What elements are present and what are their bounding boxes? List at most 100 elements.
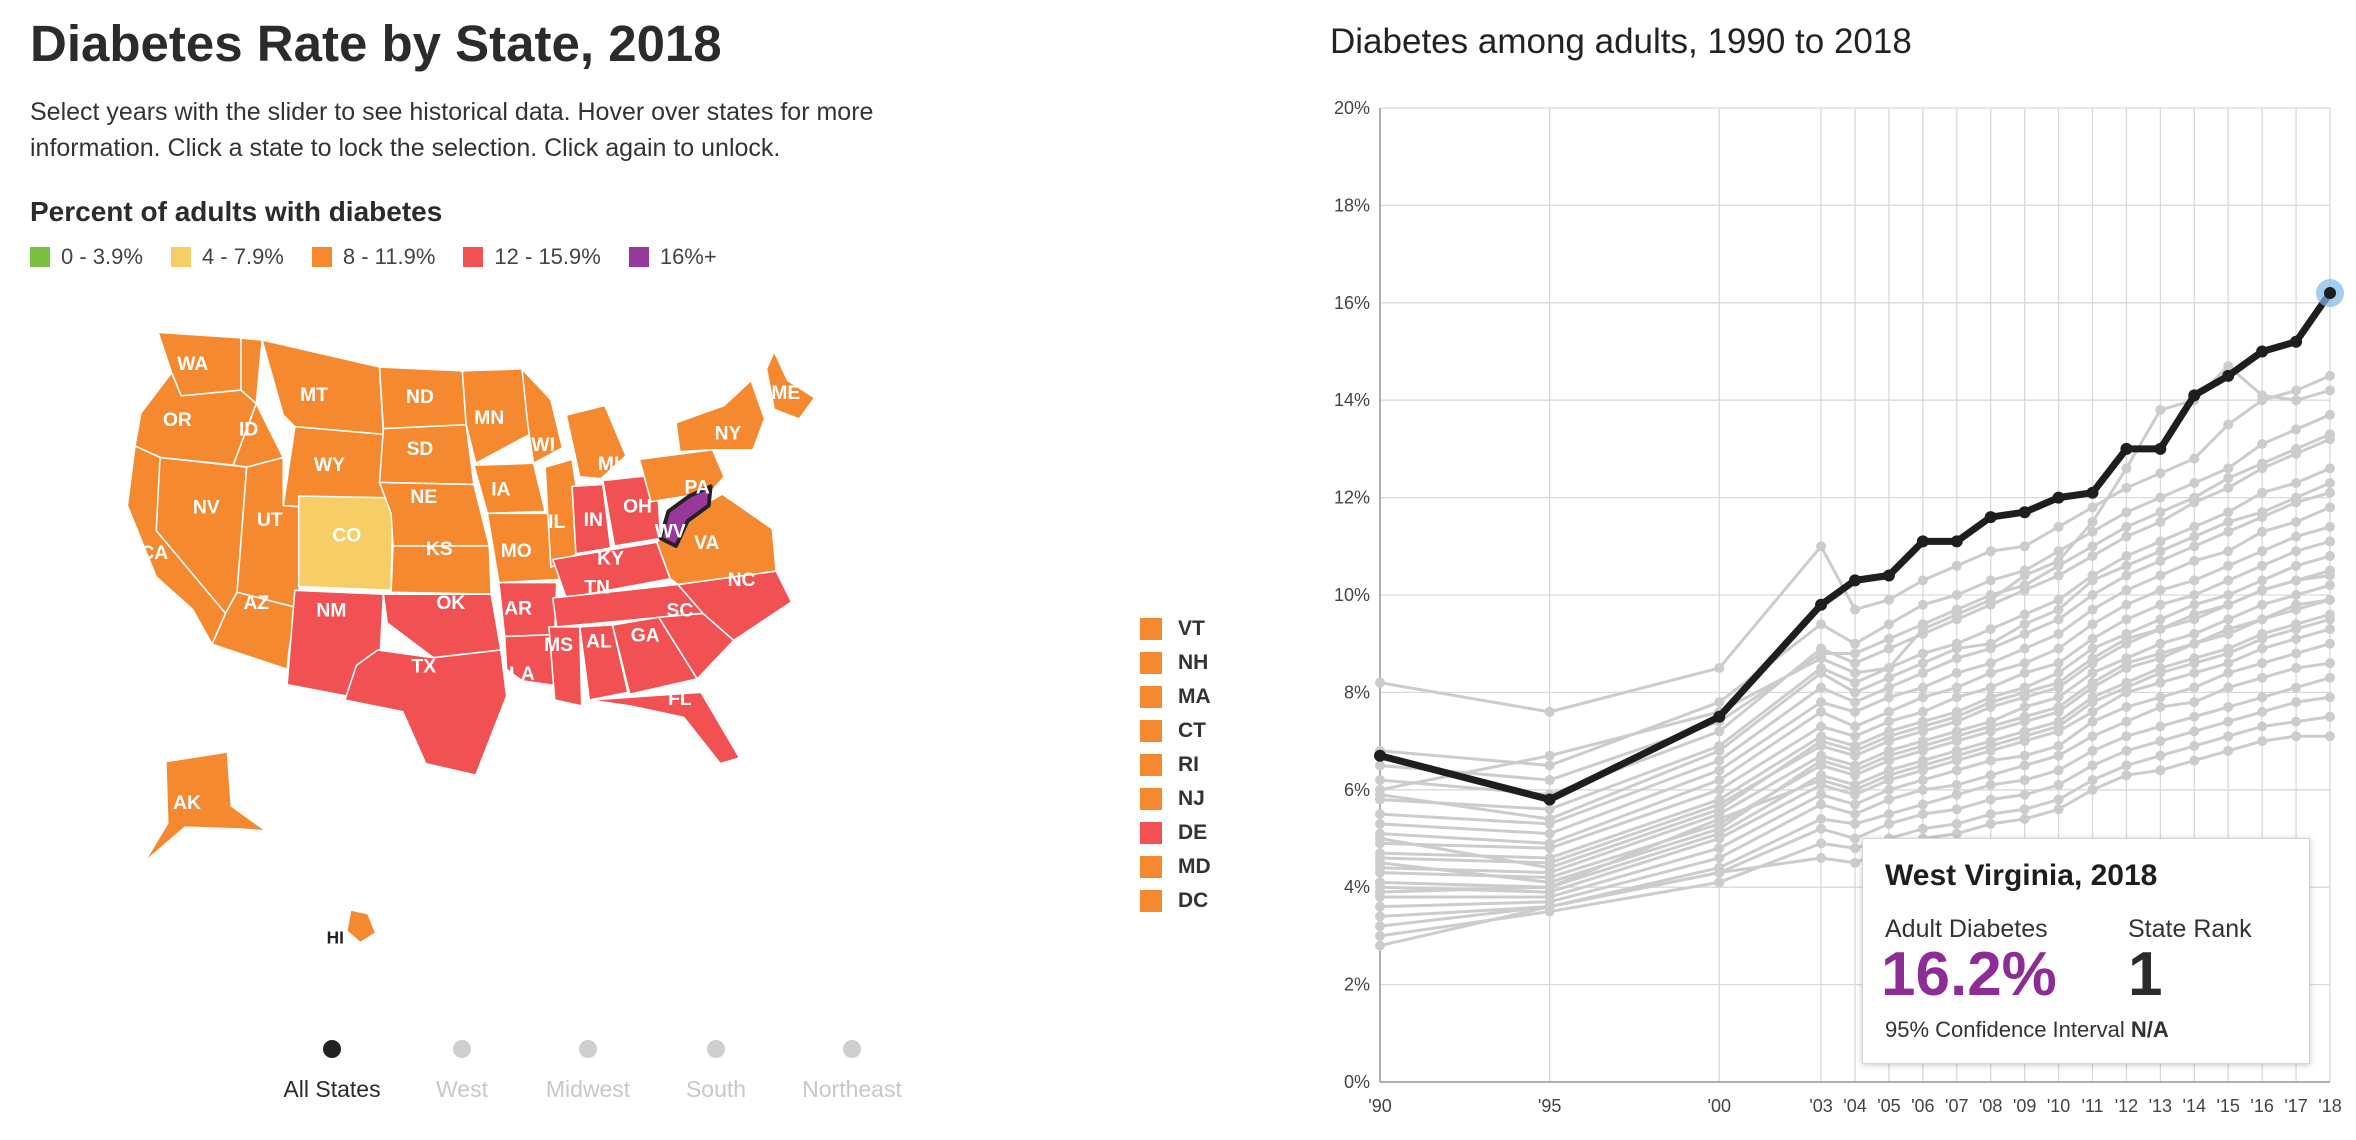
state-series-point bbox=[1883, 682, 1894, 693]
state-series-point bbox=[1375, 789, 1385, 800]
small-state-ma[interactable]: MA bbox=[1140, 680, 1211, 714]
state-series-point bbox=[1883, 818, 1894, 829]
region-label: All States bbox=[283, 1076, 381, 1102]
region-option-all-states[interactable]: All States bbox=[272, 1040, 392, 1103]
state-series-point bbox=[2155, 468, 2166, 479]
state-label-ar: AR bbox=[504, 599, 532, 620]
state-series-point bbox=[2019, 814, 2030, 825]
region-option-west[interactable]: West bbox=[402, 1040, 522, 1103]
state-fl[interactable] bbox=[588, 691, 741, 765]
state-series-point bbox=[2155, 702, 2166, 713]
small-state-dc[interactable]: DC bbox=[1140, 884, 1211, 918]
state-series-point bbox=[2291, 546, 2302, 557]
state-series-point bbox=[1714, 726, 1725, 737]
state-tooltip: West Virginia, 2018 Adult Diabetes 16.2%… bbox=[1862, 838, 2310, 1064]
state-series-point bbox=[2257, 526, 2268, 537]
state-series-point bbox=[2325, 711, 2335, 722]
small-state-nj[interactable]: NJ bbox=[1140, 782, 1211, 816]
state-series-point bbox=[1951, 560, 1962, 571]
selected-point[interactable] bbox=[2324, 287, 2336, 300]
region-option-northeast[interactable]: Northeast bbox=[792, 1040, 912, 1103]
state-series-point bbox=[1714, 867, 1725, 878]
state-series-point bbox=[2087, 716, 2098, 727]
state-label-ky: KY bbox=[597, 549, 624, 570]
west-virginia-point bbox=[1713, 710, 1726, 723]
state-series-point bbox=[2325, 672, 2335, 683]
state-series-point bbox=[2325, 502, 2335, 513]
small-state-vt[interactable]: VT bbox=[1140, 612, 1211, 646]
state-series-point bbox=[1985, 794, 1996, 805]
state-series-point bbox=[1714, 697, 1725, 708]
state-series-point bbox=[1816, 682, 1827, 693]
state-label-ny: NY bbox=[715, 423, 742, 444]
state-series-point bbox=[1375, 677, 1385, 688]
state-me[interactable] bbox=[765, 350, 816, 420]
state-wv[interactable] bbox=[658, 484, 713, 548]
state-series-point bbox=[2189, 599, 2200, 610]
small-state-md[interactable]: MD bbox=[1140, 850, 1211, 884]
state-series-point bbox=[2325, 594, 2335, 605]
state-series-point bbox=[2257, 575, 2268, 586]
region-dot[interactable] bbox=[579, 1040, 597, 1058]
region-dot[interactable] bbox=[843, 1040, 861, 1058]
state-series-point bbox=[2325, 658, 2335, 669]
state-series-point bbox=[2223, 599, 2234, 610]
region-option-midwest[interactable]: Midwest bbox=[528, 1040, 648, 1103]
state-label-ak: AK bbox=[173, 793, 201, 814]
state-in[interactable] bbox=[571, 483, 612, 555]
state-ak[interactable] bbox=[143, 751, 267, 863]
state-series-point bbox=[2155, 507, 2166, 518]
state-series-point bbox=[2325, 624, 2335, 635]
state-label-mi: MI bbox=[598, 454, 619, 475]
state-series-point bbox=[2053, 658, 2064, 669]
state-series-point bbox=[1816, 706, 1827, 717]
state-series-point bbox=[2291, 731, 2302, 742]
legend-swatch bbox=[628, 247, 649, 267]
state-ny[interactable] bbox=[675, 379, 766, 453]
state-series-point bbox=[1883, 770, 1894, 781]
small-state-de[interactable]: DE bbox=[1140, 816, 1211, 850]
state-ms[interactable] bbox=[548, 626, 583, 707]
state-series-point bbox=[2291, 590, 2302, 600]
state-al[interactable] bbox=[578, 624, 629, 701]
state-label-ut: UT bbox=[257, 510, 283, 531]
state-series-point bbox=[1951, 828, 1962, 839]
state-series-point bbox=[1917, 682, 1928, 693]
state-series-point bbox=[2019, 731, 2030, 742]
state-series-point bbox=[1917, 667, 1928, 678]
west-virginia-point bbox=[1916, 535, 1929, 548]
state-series-point bbox=[1816, 619, 1827, 630]
state-series-point bbox=[1850, 721, 1860, 732]
region-dot[interactable] bbox=[453, 1040, 471, 1058]
state-series-point bbox=[2121, 463, 2132, 474]
legend-swatch bbox=[311, 247, 332, 267]
small-state-ct[interactable]: CT bbox=[1140, 714, 1211, 748]
us-choropleth-map: WA OR CA NV ID MT WY UT AZ CO NM ND SD NE KS OK TX MN IA MO… bbox=[126, 331, 816, 947]
state-series-point bbox=[1816, 775, 1827, 786]
state-series-point bbox=[1816, 823, 1827, 834]
state-hi[interactable] bbox=[346, 909, 377, 944]
state-mi[interactable] bbox=[565, 404, 627, 480]
state-series-point bbox=[2189, 531, 2200, 542]
x-tick-label: '04 bbox=[1843, 1096, 1866, 1116]
state-label-wy: WY bbox=[314, 455, 345, 476]
state-series-point bbox=[2019, 628, 2030, 639]
state-wi[interactable] bbox=[521, 368, 564, 465]
region-option-south[interactable]: South bbox=[656, 1040, 776, 1103]
state-tx[interactable] bbox=[344, 649, 508, 776]
state-series-point bbox=[1850, 697, 1860, 708]
state-series-point bbox=[1375, 921, 1385, 932]
state-series-point bbox=[1714, 823, 1725, 834]
state-series-point bbox=[1917, 619, 1928, 630]
state-series-point bbox=[2053, 594, 2064, 605]
small-state-ri[interactable]: RI bbox=[1140, 748, 1211, 782]
state-series-point bbox=[2087, 760, 2098, 771]
state-ia[interactable] bbox=[473, 462, 546, 515]
small-state-nh[interactable]: NH bbox=[1140, 646, 1211, 680]
state-la[interactable] bbox=[503, 633, 564, 688]
small-state-label: NJ bbox=[1178, 787, 1205, 810]
state-series-point bbox=[1985, 624, 1996, 635]
state-series-point bbox=[2325, 638, 2335, 649]
region-dot[interactable] bbox=[323, 1040, 341, 1058]
region-dot[interactable] bbox=[707, 1040, 725, 1058]
